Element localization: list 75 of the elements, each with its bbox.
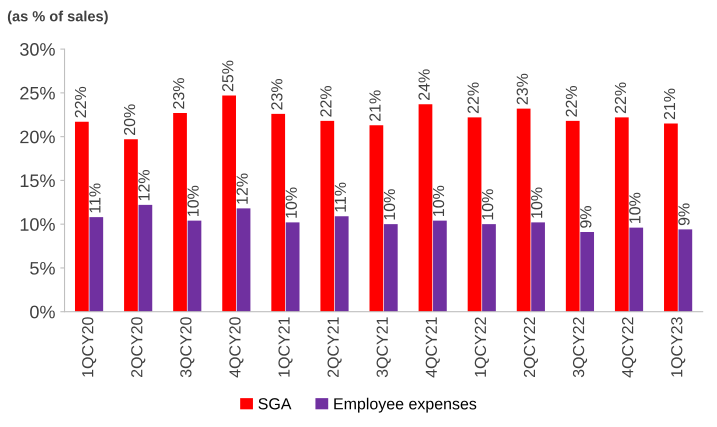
x-tick-label: 1QCY23 [671, 317, 686, 377]
data-label: 21% [369, 90, 381, 121]
data-label: 10% [286, 188, 297, 218]
bar [468, 117, 482, 312]
bar [370, 125, 384, 312]
data-label: 25% [222, 60, 234, 92]
data-label: 22% [468, 82, 479, 114]
bar [173, 113, 187, 312]
data-label: 12% [138, 170, 150, 200]
y-tick-label: 10% [20, 218, 55, 231]
bar [566, 120, 580, 312]
bar [418, 104, 432, 312]
data-label: 11% [89, 183, 101, 212]
bar [433, 220, 447, 312]
x-tick-label: 4QCY22 [622, 317, 636, 378]
y-tick-label: 0% [30, 306, 55, 318]
data-label: 10% [531, 188, 542, 218]
x-tick-label: 4QCY21 [426, 317, 440, 378]
bar [286, 222, 300, 312]
legend-label: Employee expenses [334, 398, 476, 413]
bar [222, 96, 236, 312]
data-label: 9% [678, 203, 690, 226]
bar [664, 124, 678, 312]
bar [580, 232, 594, 312]
y-tick-label: 30% [20, 43, 55, 56]
y-tick-label: 5% [30, 262, 55, 275]
data-label: 23% [271, 78, 282, 110]
data-label: 20% [124, 104, 136, 135]
x-tick-label: 3QCY21 [376, 317, 391, 378]
bar [384, 224, 398, 312]
x-tick-label: 2QCY21 [327, 317, 342, 378]
y-tick-label: 20% [20, 130, 55, 144]
x-tick-label: 1QCY22 [474, 317, 489, 377]
x-tick-label: 4QCY20 [229, 317, 244, 378]
x-tick-label: 1QCY21 [278, 317, 293, 377]
bar [629, 228, 644, 312]
x-tick-label: 3QCY22 [572, 317, 588, 378]
data-label: 22% [320, 86, 332, 117]
bar [482, 224, 496, 312]
data-label: 10% [432, 186, 444, 216]
legend-label: SGA [258, 398, 292, 410]
data-label: 21% [664, 88, 676, 120]
bar [124, 139, 138, 312]
bar [138, 204, 152, 312]
bar [271, 114, 286, 312]
bar [74, 122, 89, 312]
bar [516, 108, 531, 312]
x-tick-label: 3QCY20 [180, 317, 194, 378]
data-label: 10% [384, 189, 396, 220]
data-label: 23% [173, 78, 184, 109]
data-label: 22% [566, 86, 577, 117]
data-label: 12% [236, 174, 248, 204]
data-label: 11% [334, 182, 346, 212]
data-label: 23% [516, 74, 528, 104]
x-tick-label: 2QCY22 [524, 317, 538, 378]
data-label: 10% [187, 186, 199, 216]
data-label: 10% [629, 192, 641, 223]
y-tick-label: 15% [20, 174, 55, 188]
y-tick-label: 25% [20, 86, 55, 100]
bar [614, 117, 629, 312]
data-label: 22% [74, 86, 86, 118]
x-tick-label: 2QCY20 [131, 317, 146, 378]
chart-title: (as % of sales) [8, 10, 108, 24]
bar [678, 229, 692, 312]
data-label: 10% [482, 189, 494, 220]
data-label: 9% [580, 206, 592, 228]
bar [334, 216, 349, 312]
bar [89, 217, 104, 312]
data-label: 22% [614, 82, 626, 114]
bar [531, 222, 545, 312]
bar [188, 220, 202, 312]
bar [236, 208, 250, 312]
bar [320, 120, 334, 312]
data-label: 24% [418, 69, 430, 100]
x-tick-label: 1QCY20 [82, 317, 96, 377]
